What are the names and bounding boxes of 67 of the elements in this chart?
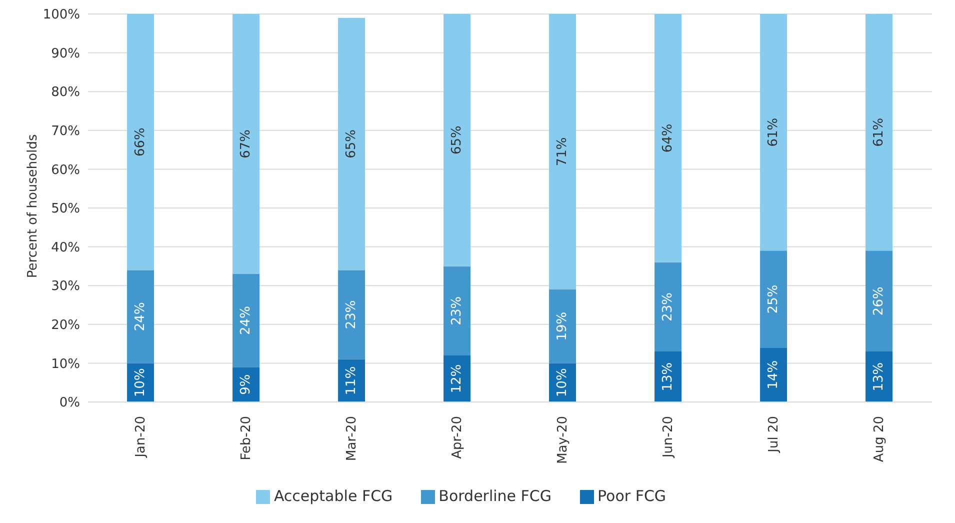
- bar: [127, 14, 154, 270]
- bar: [866, 250, 893, 352]
- data-label: 24%: [133, 302, 148, 332]
- y-tick-label: 60%: [51, 162, 80, 178]
- y-tick-label: 50%: [51, 202, 80, 217]
- data-label: 10%: [555, 368, 570, 398]
- data-label: 26%: [872, 286, 887, 316]
- x-tick-label: Feb-20: [238, 416, 254, 460]
- legend-label: Poor FCG: [598, 487, 666, 505]
- data-label: 14%: [766, 360, 782, 390]
- y-tick-label: 100%: [42, 8, 80, 23]
- y-tick-label: 10%: [51, 356, 80, 372]
- data-label: 25%: [766, 284, 782, 314]
- bar: [760, 14, 788, 251]
- bar: [127, 270, 154, 364]
- data-label: 23%: [660, 292, 676, 322]
- data-label: 61%: [766, 118, 782, 147]
- bar: [654, 14, 682, 262]
- data-label: 13%: [872, 362, 887, 392]
- bar: [444, 14, 471, 266]
- x-tick-label: Aug 20: [872, 416, 887, 462]
- data-label: 23%: [450, 296, 465, 326]
- data-label: 64%: [660, 124, 676, 153]
- data-label: 9%: [238, 374, 254, 395]
- y-tick-label: 90%: [51, 46, 80, 62]
- bar: [444, 266, 471, 356]
- x-tick-label: Jun-20: [660, 416, 676, 459]
- data-label: 61%: [872, 118, 887, 147]
- data-label: 67%: [238, 130, 254, 158]
- y-tick-label: 80%: [51, 85, 80, 100]
- bar: [866, 14, 893, 251]
- y-tick-label: 40%: [51, 240, 80, 256]
- data-label: 13%: [660, 362, 676, 392]
- data-label: 66%: [133, 128, 148, 156]
- bar: [866, 352, 893, 402]
- x-tick-label: Jul 20: [766, 416, 782, 454]
- bar: [549, 14, 576, 290]
- bar: [760, 250, 788, 348]
- data-label: 19%: [555, 312, 570, 341]
- bar: [338, 18, 366, 270]
- data-label: 65%: [450, 126, 465, 155]
- bar: [654, 262, 682, 352]
- y-axis-title: Percent of households: [26, 134, 41, 278]
- data-label: 65%: [344, 130, 360, 158]
- bar: [232, 14, 260, 274]
- bar: [338, 270, 366, 360]
- y-tick-label: 20%: [51, 318, 80, 334]
- x-tick-label: May-20: [555, 416, 570, 464]
- data-label: 11%: [344, 366, 360, 396]
- bar: [444, 355, 471, 402]
- bar: [232, 274, 260, 368]
- x-tick-label: Mar-20: [344, 416, 360, 461]
- bar: [549, 289, 576, 364]
- y-tick-label: 70%: [51, 124, 80, 140]
- bar: [760, 348, 788, 402]
- x-tick-label: Jan-20: [133, 416, 148, 458]
- data-label: 71%: [555, 137, 570, 166]
- data-label: 24%: [238, 306, 254, 335]
- data-label: 12%: [450, 364, 465, 394]
- bar: [654, 352, 682, 402]
- data-label: 10%: [133, 368, 148, 398]
- legend-label: Acceptable FCG: [274, 487, 393, 505]
- y-tick-label: 0%: [59, 396, 80, 411]
- x-tick-label: Apr-20: [450, 416, 465, 459]
- legend-label: Borderline FCG: [438, 487, 552, 505]
- data-label: 23%: [344, 300, 360, 330]
- y-tick-label: 30%: [51, 279, 80, 294]
